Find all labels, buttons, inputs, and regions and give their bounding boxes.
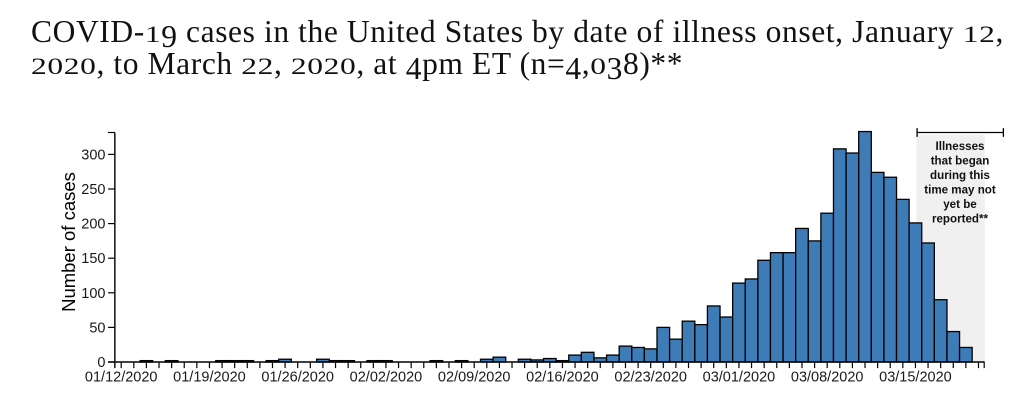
svg-text:200: 200 [81,217,105,233]
svg-text:02/16/2020: 02/16/2020 [526,369,599,385]
svg-text:50: 50 [89,320,105,336]
svg-text:Illnesses: Illnesses [936,140,985,153]
svg-text:150: 150 [81,251,105,267]
svg-text:100: 100 [81,286,105,302]
svg-text:that began: that began [931,154,990,167]
svg-text:02/09/2020: 02/09/2020 [438,369,511,385]
svg-text:01/26/2020: 01/26/2020 [261,369,334,385]
svg-text:during this: during this [930,169,990,182]
svg-text:time may not: time may not [924,184,996,197]
svg-text:03/15/2020: 03/15/2020 [879,369,952,385]
svg-text:01/12/2020: 01/12/2020 [85,369,158,385]
svg-text:300: 300 [81,147,105,163]
svg-text:02/23/2020: 02/23/2020 [614,369,687,385]
svg-text:yet be: yet be [943,198,977,211]
svg-text:03/01/2020: 03/01/2020 [703,369,776,385]
svg-text:250: 250 [81,182,105,198]
svg-text:01/19/2020: 01/19/2020 [173,369,246,385]
svg-text:Number of cases: Number of cases [58,172,79,312]
svg-text:03/08/2020: 03/08/2020 [791,369,864,385]
svg-text:reported**: reported** [932,213,989,226]
svg-text:02/02/2020: 02/02/2020 [350,369,423,385]
svg-text:0: 0 [97,355,105,371]
